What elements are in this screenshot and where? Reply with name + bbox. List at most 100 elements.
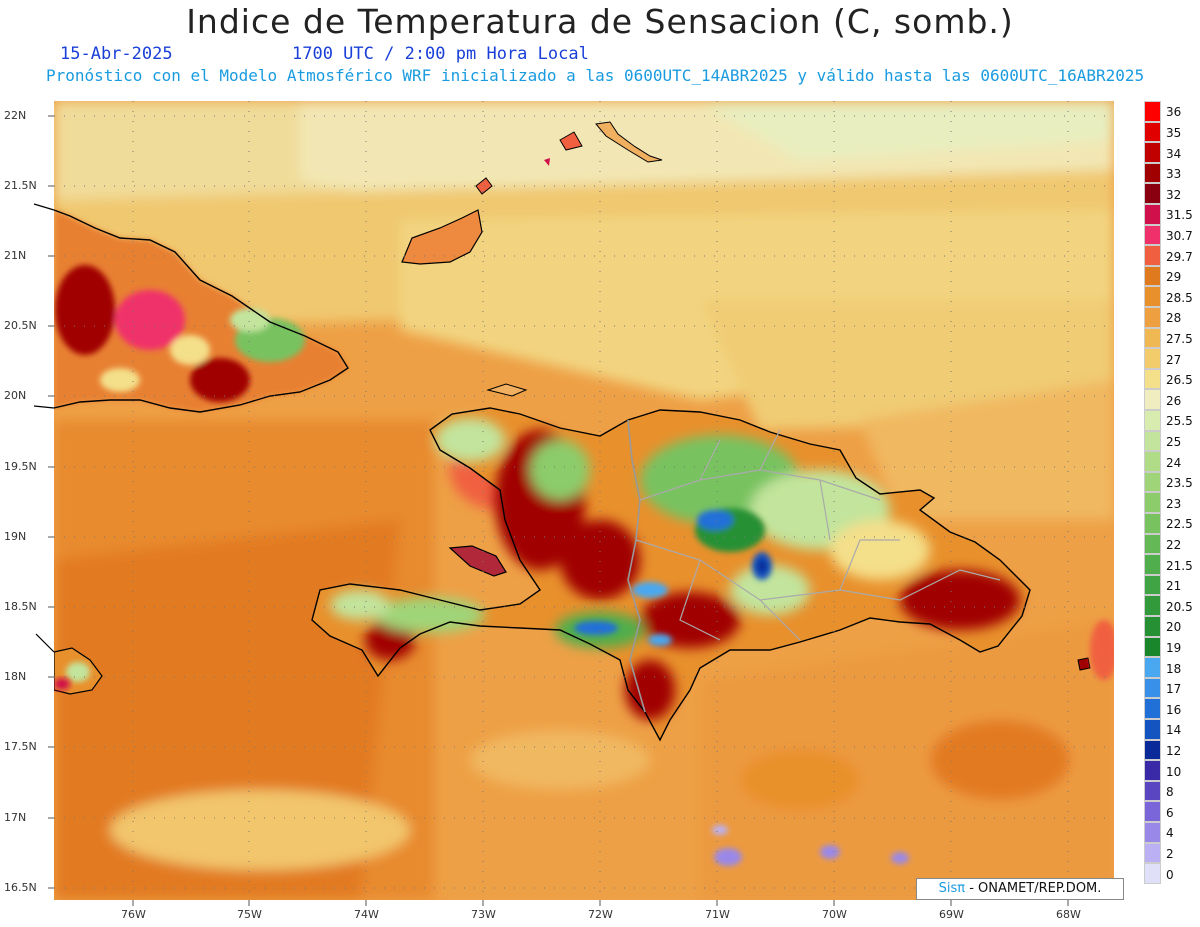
legend-swatch — [1144, 101, 1161, 122]
legend-label: 28 — [1166, 311, 1182, 326]
legend-swatch — [1144, 595, 1161, 616]
legend-swatch — [1144, 842, 1161, 864]
legend-swatch — [1144, 183, 1161, 204]
legend-swatch — [1144, 698, 1161, 719]
legend-swatch — [1144, 574, 1161, 596]
lon-label: 74W — [354, 908, 379, 921]
forecast-time: 1700 UTC / 2:00 pm Hora Local — [292, 44, 589, 64]
legend-swatch — [1144, 677, 1161, 699]
legend-swatch — [1144, 410, 1161, 431]
legend-swatch — [1144, 286, 1161, 307]
legend-label: 29.7 — [1166, 249, 1193, 264]
legend-label: 26.5 — [1166, 373, 1193, 388]
legend-swatch — [1144, 451, 1161, 472]
legend-label: 27 — [1166, 352, 1182, 367]
legend-label: 14 — [1166, 723, 1182, 738]
legend-swatch — [1144, 204, 1161, 225]
page-title: Indice de Temperatura de Sensacion (C, s… — [186, 2, 1014, 41]
legend-swatch — [1144, 389, 1161, 410]
lat-label: 18.5N — [4, 600, 37, 613]
legend-label: 24 — [1166, 455, 1182, 470]
legend-label: 20.5 — [1166, 599, 1193, 614]
legend-label: 6 — [1166, 805, 1174, 820]
bahamas-islands — [401, 121, 663, 397]
legend-label: 33 — [1166, 167, 1182, 182]
legend-label: 16 — [1166, 702, 1182, 717]
legend-swatch — [1144, 142, 1161, 163]
legend-swatch — [1144, 471, 1161, 493]
legend-label: 21 — [1166, 579, 1182, 594]
legend-swatch — [1144, 368, 1161, 390]
legend-label: 23.5 — [1166, 476, 1193, 491]
legend-swatch — [1144, 863, 1161, 884]
legend-label: 31.5 — [1166, 208, 1193, 223]
legend-swatch — [1144, 554, 1161, 575]
legend-swatch — [1144, 492, 1161, 513]
lon-label: 68W — [1056, 908, 1081, 921]
lon-label: 72W — [588, 908, 613, 921]
legend-swatch — [1144, 162, 1161, 184]
cuba-land — [54, 209, 349, 413]
model-info: Pronóstico con el Modelo Atmosférico WRF… — [46, 66, 1145, 85]
legend-swatch — [1144, 430, 1161, 452]
legend-swatch — [1144, 265, 1161, 287]
legend-swatch — [1144, 533, 1161, 555]
legend-label: 29 — [1166, 270, 1182, 285]
legend-label: 2 — [1166, 846, 1174, 861]
lat-label: 21N — [4, 249, 27, 262]
lat-label: 18N — [4, 670, 27, 683]
lon-label: 75W — [237, 908, 262, 921]
legend-swatch — [1144, 513, 1161, 534]
legend-label: 35 — [1166, 125, 1182, 140]
legend-swatch — [1144, 245, 1161, 266]
legend-label: 36 — [1166, 105, 1182, 120]
legend-swatch — [1144, 739, 1161, 761]
hispaniola-land — [311, 407, 1031, 742]
legend-swatch — [1144, 760, 1161, 781]
lat-label: 16.5N — [4, 881, 37, 894]
legend-label: 12 — [1166, 743, 1182, 758]
lat-label: 17.5N — [4, 740, 37, 753]
lon-label: 76W — [121, 908, 146, 921]
lat-label: 20N — [4, 389, 27, 402]
legend-label: 26 — [1166, 393, 1182, 408]
legend-label: 4 — [1166, 826, 1174, 841]
legend-label: 25.5 — [1166, 414, 1193, 429]
lat-label: 21.5N — [4, 179, 37, 192]
legend-label: 25 — [1166, 434, 1182, 449]
lon-label: 69W — [939, 908, 964, 921]
legend-swatch — [1144, 657, 1161, 678]
legend-label: 19 — [1166, 640, 1182, 655]
lon-label: 73W — [471, 908, 496, 921]
legend-label: 10 — [1166, 764, 1182, 779]
lat-label: 17N — [4, 811, 27, 824]
legend-label: 17 — [1166, 682, 1182, 697]
legend-swatch — [1144, 307, 1161, 328]
legend-label: 30.7 — [1166, 228, 1193, 243]
legend-swatch — [1144, 327, 1161, 349]
legend-swatch — [1144, 348, 1161, 369]
legend-swatch — [1144, 636, 1161, 658]
legend-label: 23 — [1166, 496, 1182, 511]
lon-label: 70W — [822, 908, 847, 921]
legend-label: 21.5 — [1166, 558, 1193, 573]
grid-lines — [54, 101, 1114, 900]
legend-label: 27.5 — [1166, 331, 1193, 346]
lat-label: 22N — [4, 109, 27, 122]
legend-swatch — [1144, 616, 1161, 637]
lat-label: 19.5N — [4, 460, 37, 473]
legend-label: 22 — [1166, 537, 1182, 552]
legend-swatch — [1144, 801, 1161, 822]
legend-swatch — [1144, 224, 1161, 246]
forecast-date: 15-Abr-2025 — [60, 44, 173, 64]
legend-label: 8 — [1166, 785, 1174, 800]
credit-text: - ONAMET/REP.DOM. — [969, 881, 1102, 896]
legend-swatch — [1144, 719, 1161, 740]
legend-label: 22.5 — [1166, 517, 1193, 532]
credit-box: Sisπ - ONAMET/REP.DOM. — [916, 878, 1124, 900]
credit-brand: Sisπ — [938, 881, 966, 896]
legend-swatch — [1144, 822, 1161, 843]
legend-swatch — [1144, 780, 1161, 802]
legend-label: 0 — [1166, 867, 1174, 882]
legend-label: 34 — [1166, 146, 1182, 161]
